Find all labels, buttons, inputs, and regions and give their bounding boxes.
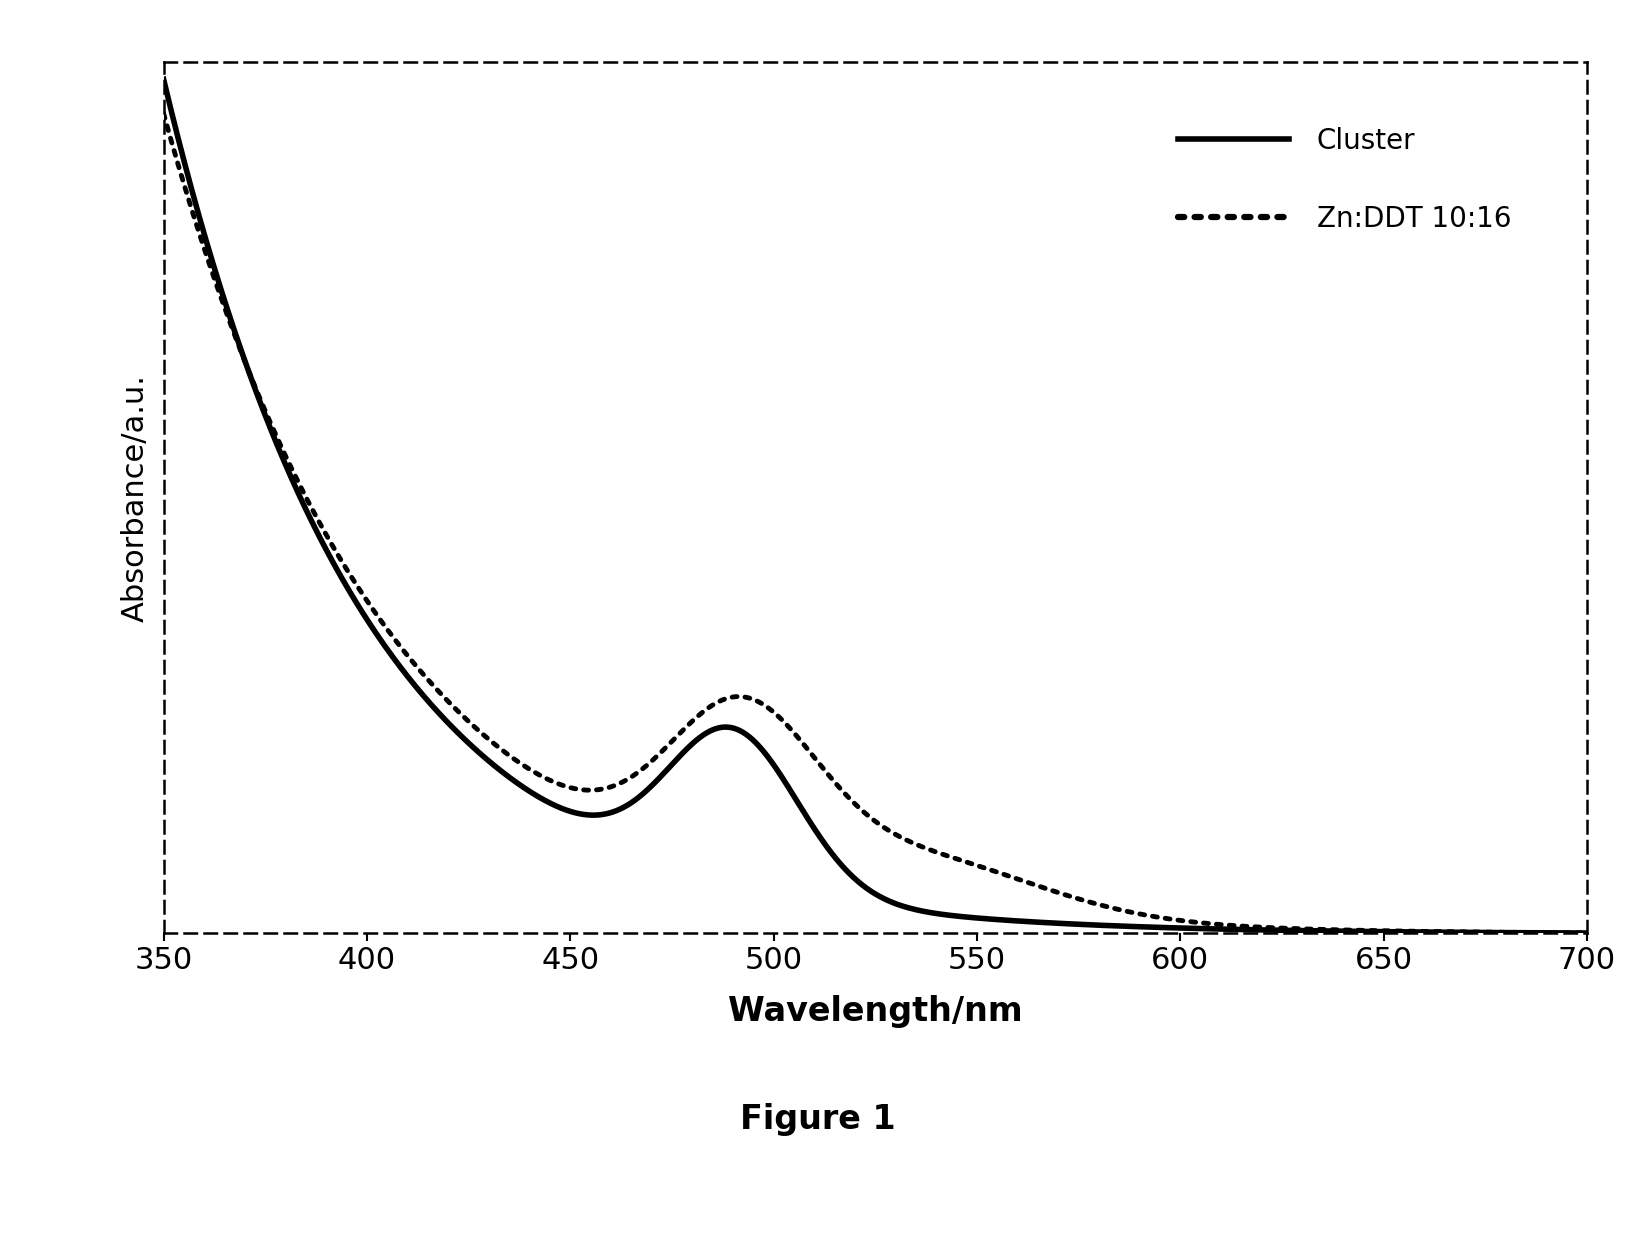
Zn:DDT 10:16 [1577,926,1597,940]
Legend: Cluster, Zn:DDT 10:16: Cluster, Zn:DDT 10:16 [1145,93,1544,266]
X-axis label: Wavelength/nm: Wavelength/nm [728,995,1022,1028]
Zn:DDT 10:16 [1535,926,1554,940]
Text: Figure 1: Figure 1 [739,1103,897,1136]
Zn:DDT 10:16 [226,332,245,347]
Y-axis label: Absorbance/a.u.: Absorbance/a.u. [121,373,151,622]
Zn:DDT 10:16 [846,797,865,812]
Zn:DDT 10:16 [808,755,828,770]
Zn:DDT 10:16 [1274,921,1294,935]
Zn:DDT 10:16 [154,106,173,121]
Cluster [1274,923,1294,938]
Line: Cluster: Cluster [164,80,1587,933]
Cluster [1535,926,1554,940]
Cluster [1577,926,1597,940]
Line: Zn:DDT 10:16: Zn:DDT 10:16 [164,113,1587,933]
Cluster [154,72,173,87]
Zn:DDT 10:16 [1536,926,1556,940]
Cluster [846,872,865,887]
Cluster [226,328,245,343]
Cluster [808,826,828,841]
Cluster [1536,926,1556,940]
